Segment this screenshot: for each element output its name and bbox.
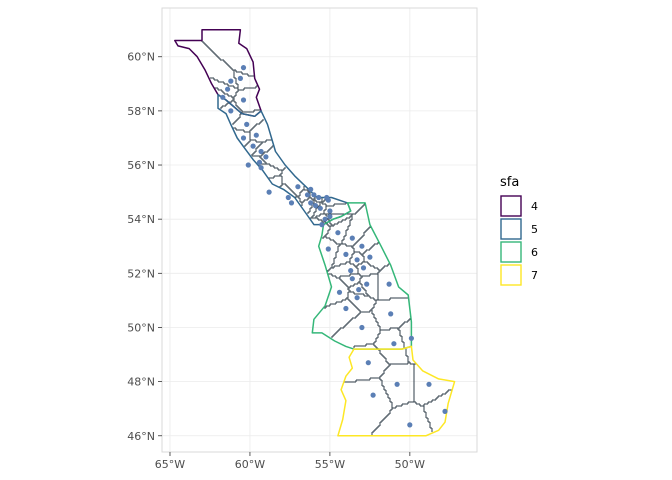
map-panel xyxy=(161,7,478,453)
station-point xyxy=(335,230,341,236)
station-point xyxy=(316,194,322,201)
station-point xyxy=(225,86,231,92)
station-point xyxy=(220,94,226,100)
legend-label-6: 6 xyxy=(531,246,538,259)
y-tick-label: 56°N xyxy=(127,159,155,172)
legend: sfa 4 5 6 7 xyxy=(500,175,538,286)
legend-key-7 xyxy=(500,264,522,286)
station-point xyxy=(258,165,264,171)
station-point xyxy=(388,311,394,317)
station-point xyxy=(359,243,365,249)
station-point xyxy=(256,159,263,165)
station-point xyxy=(327,208,333,214)
station-point xyxy=(365,360,371,366)
station-point xyxy=(319,222,325,228)
y-axis-ticks: 46°N 48°N 50°N 52°N 54°N 56°N 58°N 60°N xyxy=(127,51,162,443)
station-point xyxy=(308,186,314,192)
x-tick-label: 60°W xyxy=(235,458,265,471)
station-point xyxy=(228,108,234,114)
station-point xyxy=(356,287,362,293)
sfa-boundaries xyxy=(174,28,456,437)
station-point xyxy=(442,408,448,414)
station-point xyxy=(391,341,397,347)
station-point xyxy=(325,197,331,203)
legend-label-7: 7 xyxy=(531,269,538,282)
station-point xyxy=(304,192,311,198)
station-point xyxy=(312,203,319,209)
panel-border xyxy=(161,7,478,453)
station-point xyxy=(426,381,432,387)
legend-key-6 xyxy=(500,241,522,263)
y-tick-label: 48°N xyxy=(127,376,155,389)
station-point xyxy=(354,295,360,301)
station-point xyxy=(285,194,291,201)
legend-key-5 xyxy=(500,218,522,240)
x-axis-ticks: 65°W 60°W 55°W 50°W xyxy=(155,452,425,471)
sfa-7-boundary xyxy=(337,345,456,437)
graticule xyxy=(162,8,477,452)
y-tick-label: 46°N xyxy=(127,430,155,443)
survey-stations xyxy=(220,65,448,428)
station-point xyxy=(253,132,259,138)
station-point xyxy=(364,281,370,287)
station-point xyxy=(317,205,323,211)
station-point xyxy=(325,246,331,252)
station-point xyxy=(263,154,269,160)
y-tick-label: 50°N xyxy=(127,321,155,334)
station-point xyxy=(343,305,349,312)
station-point xyxy=(240,135,247,141)
y-tick-label: 58°N xyxy=(127,105,155,118)
station-point xyxy=(244,121,250,127)
x-tick-label: 65°W xyxy=(155,458,185,471)
y-tick-label: 54°N xyxy=(127,213,155,226)
legend-label-4: 4 xyxy=(531,200,538,213)
station-point xyxy=(311,192,317,198)
station-point xyxy=(228,78,234,84)
legend-title: sfa xyxy=(500,175,519,190)
station-point xyxy=(288,200,295,206)
station-point xyxy=(408,335,414,341)
station-point xyxy=(348,268,354,274)
panel-background xyxy=(162,8,477,452)
station-point xyxy=(349,235,355,241)
station-point xyxy=(407,422,413,428)
y-tick-label: 60°N xyxy=(127,51,155,64)
station-point xyxy=(322,216,328,222)
y-tick-label: 52°N xyxy=(127,267,155,280)
station-point xyxy=(386,281,392,287)
station-point xyxy=(360,265,367,271)
station-point xyxy=(327,213,333,220)
station-point xyxy=(359,324,365,331)
station-point xyxy=(240,65,247,71)
station-point xyxy=(367,254,373,260)
station-point xyxy=(394,381,400,387)
legend-key-4 xyxy=(500,195,522,217)
station-point xyxy=(250,143,256,149)
station-point xyxy=(295,184,301,190)
station-point xyxy=(336,289,343,295)
station-point xyxy=(266,189,272,195)
station-point xyxy=(370,392,376,398)
station-point xyxy=(354,257,360,263)
x-tick-label: 55°W xyxy=(315,458,345,471)
station-point xyxy=(237,75,243,81)
legend-label-5: 5 xyxy=(531,223,538,236)
station-point xyxy=(349,276,355,282)
station-point xyxy=(308,200,314,206)
station-point xyxy=(258,148,264,155)
station-point xyxy=(240,97,247,103)
x-tick-label: 50°W xyxy=(395,458,425,471)
station-point xyxy=(245,162,251,168)
station-point xyxy=(343,251,349,257)
